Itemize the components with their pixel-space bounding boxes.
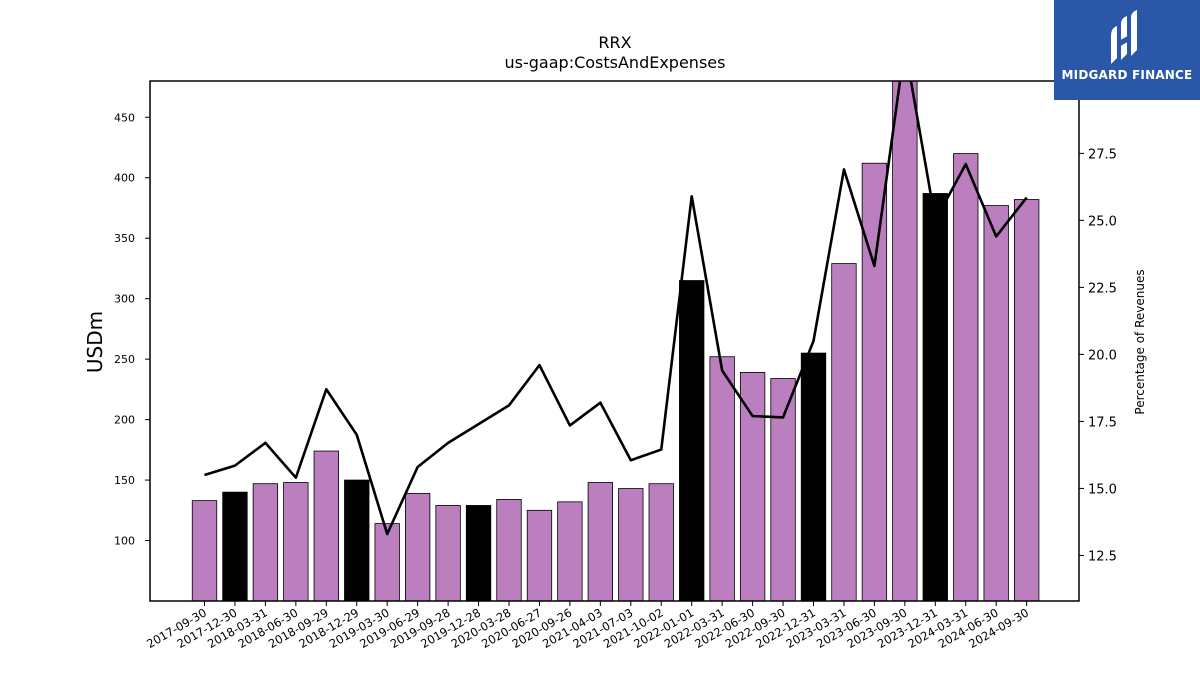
- bar: [800, 352, 827, 601]
- bar: [831, 263, 857, 601]
- brand-logo: MIDGARD FINANCE: [1054, 0, 1200, 100]
- bar: [313, 450, 339, 601]
- y2-tick-label: 22.5: [1088, 281, 1117, 296]
- bar: [1014, 199, 1040, 601]
- bar: [922, 193, 948, 601]
- bar: [648, 483, 674, 601]
- y-tick-label: 300: [114, 293, 135, 306]
- bar: [587, 482, 613, 601]
- y-tick-label: 200: [114, 414, 135, 427]
- bar: [892, 81, 918, 601]
- bar: [739, 372, 766, 601]
- bar: [861, 162, 888, 601]
- bar: [283, 482, 309, 601]
- bar: [618, 488, 644, 601]
- right-axis: 12.5 15.0 17.5 20.0 22.5 25.0 27.5: [1079, 147, 1117, 564]
- chart-title: RRX: [598, 33, 631, 52]
- y-tick-label: 100: [114, 535, 135, 548]
- bar: [191, 500, 218, 601]
- bar: [953, 153, 979, 601]
- bar: [465, 505, 492, 601]
- y2-tick-label: 12.5: [1088, 549, 1117, 564]
- bar-layer: [191, 81, 1040, 601]
- bar: [435, 505, 461, 601]
- y2-tick-label: 25.0: [1088, 214, 1117, 229]
- bar: [679, 280, 705, 601]
- y-tick-label: 150: [114, 474, 135, 487]
- bar: [252, 483, 279, 601]
- x-axis: 2017-09-302017-12-302018-03-312018-06-30…: [144, 601, 1031, 651]
- y-tick-label: 350: [114, 232, 135, 245]
- chart-subtitle: us-gaap:CostsAndExpenses: [505, 53, 726, 72]
- y-tick-label: 250: [114, 353, 135, 366]
- y2-tick-label: 20.0: [1088, 348, 1117, 363]
- bar: [222, 491, 248, 601]
- midgard-logo-icon: [1111, 10, 1137, 64]
- y2-tick-label: 27.5: [1088, 147, 1117, 162]
- y2-tick-label: 17.5: [1088, 415, 1117, 430]
- bar: [374, 523, 400, 601]
- left-axis: 100 150 200 250 300 350 400 450: [114, 111, 150, 548]
- bar: [344, 479, 370, 601]
- logo-text: MIDGARD FINANCE: [1061, 68, 1193, 82]
- y-axis-label: USDm: [83, 311, 107, 373]
- revenue-percentage-line: [204, 81, 1028, 536]
- line-layer: [204, 81, 1028, 536]
- bar: [709, 356, 735, 601]
- bar: [526, 509, 553, 601]
- y-tick-label: 400: [114, 172, 135, 185]
- bar: [770, 378, 796, 601]
- y2-axis-label: Percentage of Revenues: [1133, 269, 1147, 414]
- y2-tick-label: 15.0: [1088, 482, 1117, 497]
- y-tick-label: 450: [114, 111, 135, 124]
- plot-frame: [149, 80, 1080, 602]
- bar: [557, 501, 583, 601]
- bar: [496, 499, 522, 601]
- bar: [404, 492, 431, 601]
- bar: [983, 205, 1009, 601]
